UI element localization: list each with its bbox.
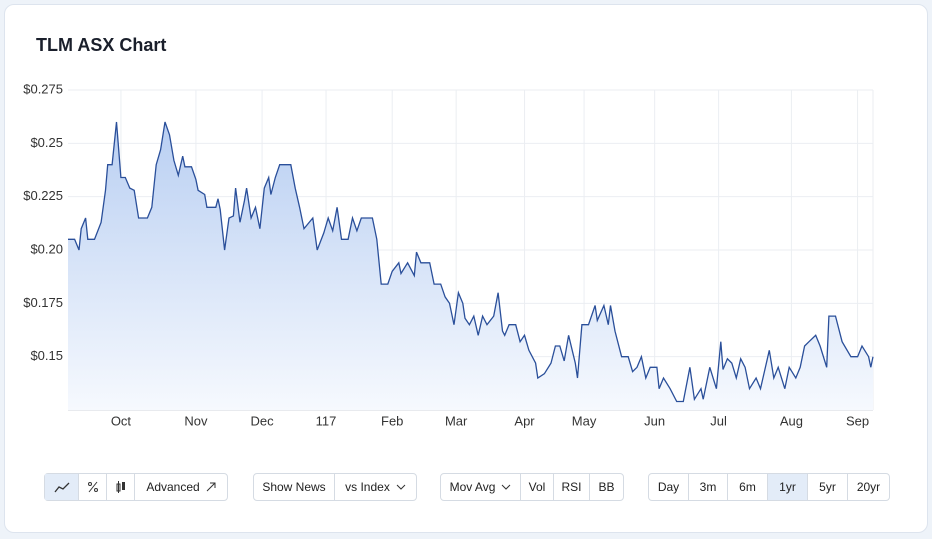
x-tick-label: Mar (445, 413, 468, 428)
x-tick-label: Nov (184, 413, 208, 428)
y-tick-label: $0.20 (30, 241, 63, 256)
button-label: Mov Avg (449, 480, 496, 494)
price-line (68, 121, 874, 403)
range-button[interactable]: 3m (689, 474, 728, 500)
mov-avg-dropdown[interactable]: Mov Avg (441, 474, 521, 500)
button-label: 1yr (779, 480, 796, 494)
x-tick-label: Dec (251, 413, 275, 428)
range-button[interactable]: 20yr (848, 474, 889, 500)
button-label: Day (657, 480, 680, 494)
percent-button[interactable] (79, 474, 107, 500)
button-label: 3m (699, 480, 717, 494)
x-tick-label: Oct (111, 413, 132, 428)
button-label: Show News (262, 480, 326, 494)
vol-button[interactable]: Vol (521, 474, 554, 500)
button-label: 6m (739, 480, 756, 494)
area (68, 122, 873, 410)
news-group: Show News vs Index (253, 473, 417, 501)
index-dropdown[interactable]: vs Index (335, 474, 416, 500)
button-label: vs Index (345, 480, 390, 494)
button-label: Advanced (146, 480, 200, 494)
range-button[interactable]: Day (649, 474, 689, 500)
rsi-button[interactable]: RSI (554, 474, 590, 500)
y-tick-label: $0.275 (23, 81, 63, 96)
x-tick-label: Sep (846, 413, 869, 428)
y-tick-label: $0.15 (30, 348, 63, 363)
button-label: RSI (561, 480, 582, 494)
x-tick-label: Apr (514, 413, 535, 428)
candle-button[interactable] (107, 474, 135, 500)
button-label: 5yr (819, 480, 836, 494)
advanced-button[interactable]: Advanced (135, 474, 227, 500)
button-label: 20yr (856, 480, 881, 494)
range-button[interactable]: 5yr (808, 474, 848, 500)
range-group: Day 3m 6m 1yr 5yr 20yr (648, 473, 890, 501)
x-tick-label: 117 (316, 413, 337, 428)
x-tick-label: Jul (710, 413, 727, 428)
x-tick-label: Jun (644, 413, 665, 428)
news-button[interactable]: Show News (254, 474, 335, 500)
x-tick-label: May (572, 413, 597, 428)
range-button[interactable]: 6m (728, 474, 768, 500)
bb-button[interactable]: BB (590, 474, 623, 500)
range-button[interactable]: 1yr (768, 474, 808, 500)
button-label: BB (598, 480, 615, 494)
x-tick-label: Feb (381, 413, 403, 428)
button-label: Vol (528, 480, 546, 494)
chart-title: TLM ASX Chart (36, 35, 166, 55)
y-tick-label: $0.25 (30, 135, 63, 150)
chart-style-group: Advanced (44, 473, 228, 501)
x-tick-label: Aug (780, 413, 803, 428)
y-tick-label: $0.225 (23, 188, 63, 203)
indicator-group: Mov Avg Vol RSI BB (440, 473, 624, 501)
line-button[interactable] (45, 474, 79, 500)
y-tick-label: $0.175 (23, 295, 63, 310)
